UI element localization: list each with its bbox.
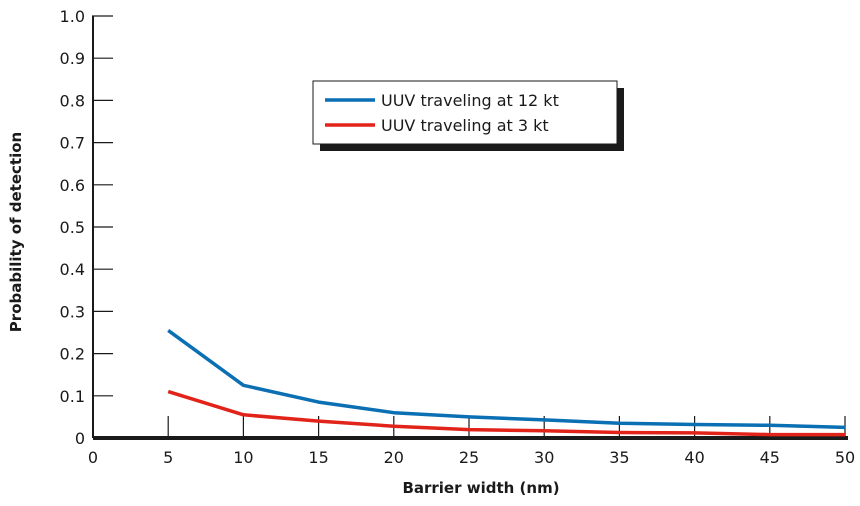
y-tick-label: 0.6 bbox=[60, 176, 85, 195]
x-tick-label: 5 bbox=[163, 448, 173, 467]
series-lines bbox=[167, 328, 846, 437]
legend-label-1: UUV traveling at 12 kt bbox=[381, 91, 559, 110]
legend-box bbox=[312, 80, 618, 145]
legend-label-2: UUV traveling at 3 kt bbox=[381, 116, 549, 135]
x-tick-label: 30 bbox=[534, 448, 554, 467]
y-tick-label: 0.8 bbox=[60, 91, 85, 110]
y-tick-label: 0.2 bbox=[60, 345, 85, 364]
x-tick-label: 15 bbox=[308, 448, 328, 467]
y-tick-label: 0.3 bbox=[60, 302, 85, 321]
x-axis-title: Barrier width (nm) bbox=[402, 479, 559, 497]
legend-items: UUV traveling at 12 kt UUV traveling at 3… bbox=[325, 91, 559, 135]
x-tick-label: 20 bbox=[384, 448, 404, 467]
x-tick-label: 0 bbox=[88, 448, 98, 467]
legend: UUV traveling at 12 kt UUV traveling at 3… bbox=[312, 80, 624, 151]
series-line-2 bbox=[167, 389, 845, 437]
x-tick-label: 40 bbox=[684, 448, 704, 467]
x-ticks: 0 5 10 15 20 25 30 35 40 45 50 bbox=[88, 416, 855, 467]
x-tick-label: 35 bbox=[609, 448, 629, 467]
series-line-1 bbox=[167, 328, 846, 430]
y-ticks: 0 0.1 0.2 0.3 0.4 0.5 0.6 0.7 0.8 0.9 1.0 bbox=[60, 7, 113, 448]
y-tick-label: 0.7 bbox=[60, 134, 85, 153]
y-tick-label: 0.9 bbox=[60, 49, 85, 68]
y-tick-label: 1.0 bbox=[60, 7, 85, 26]
x-tick-label: 25 bbox=[459, 448, 479, 467]
x-tick-label: 50 bbox=[835, 448, 855, 467]
y-tick-label: 0.4 bbox=[60, 260, 85, 279]
y-tick-label: 0.5 bbox=[60, 218, 85, 237]
y-tick-label: 0 bbox=[75, 429, 85, 448]
x-tick-label: 10 bbox=[233, 448, 253, 467]
y-axis-title: Probability of detection bbox=[7, 132, 25, 332]
y-tick-label: 0.1 bbox=[60, 387, 85, 406]
axes bbox=[92, 16, 848, 440]
x-tick-label: 45 bbox=[760, 448, 780, 467]
